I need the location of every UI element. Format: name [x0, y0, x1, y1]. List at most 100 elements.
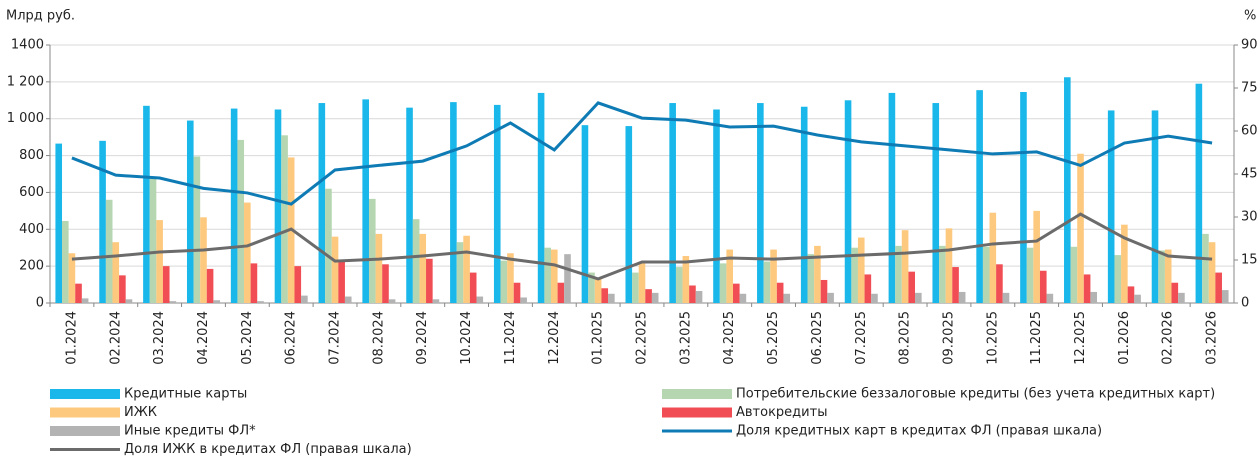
bar — [594, 279, 602, 303]
bar — [888, 92, 896, 304]
bar — [68, 253, 76, 303]
y2-tick-label: 75 — [1241, 81, 1257, 96]
bar — [857, 237, 865, 303]
bar — [456, 242, 464, 303]
bar — [75, 283, 82, 303]
bar — [1039, 270, 1047, 303]
x-tick-label: 11.2025 — [1029, 311, 1044, 365]
x-tick-label: 05.2025 — [766, 311, 781, 365]
x-tick-label: 10.2025 — [985, 311, 1000, 365]
bar — [156, 220, 163, 303]
x-tick-label: 01.2026 — [1117, 311, 1132, 365]
x-tick-label: 06.2025 — [810, 311, 825, 365]
bar — [81, 298, 89, 303]
x-tick-label: 10.2024 — [459, 311, 474, 365]
bar — [908, 271, 916, 303]
bar — [1202, 233, 1209, 303]
bar — [996, 264, 1003, 303]
y2-axis-label: % — [1244, 9, 1256, 24]
legend-label: Потребительские беззалоговые кредиты (бе… — [736, 387, 1215, 402]
bar — [638, 263, 646, 303]
legend-label: Доля ИЖК в кредитах ФЛ (правая шкала) — [124, 442, 412, 457]
bar — [125, 299, 133, 303]
bar — [143, 105, 150, 303]
y-tick-label: 200 — [19, 259, 44, 274]
bar — [713, 109, 720, 303]
bar — [550, 249, 558, 303]
bar — [871, 293, 878, 303]
bar — [493, 104, 501, 304]
bar — [1121, 224, 1128, 303]
y-tick-label: 1400 — [11, 38, 44, 53]
bar — [645, 289, 652, 303]
x-tick-label: 07.2025 — [854, 311, 869, 365]
bar — [213, 300, 220, 303]
bar — [1026, 247, 1034, 303]
bar — [544, 247, 551, 303]
legend-swatch — [50, 389, 120, 399]
line — [71, 212, 1213, 281]
bar — [682, 256, 690, 303]
bar — [1178, 292, 1185, 303]
legend-swatch — [50, 407, 120, 418]
bar — [1114, 255, 1122, 303]
x-tick-label: 08.2024 — [371, 311, 386, 365]
y-tick-label: 800 — [19, 148, 44, 163]
bar — [344, 296, 352, 303]
bar — [406, 107, 413, 304]
bar — [237, 139, 245, 303]
x-tick-label: 11.2024 — [503, 311, 518, 365]
bar — [1046, 293, 1054, 303]
legend-swatch — [50, 426, 120, 436]
bar — [230, 108, 238, 303]
bar — [651, 292, 659, 303]
x-tick-label: 09.2025 — [941, 311, 956, 365]
bar — [776, 282, 784, 303]
y-tick-label: 1 000 — [7, 111, 44, 126]
bar — [1134, 294, 1141, 303]
bar — [989, 212, 997, 303]
x-tick-label: 03.2026 — [1205, 311, 1220, 365]
bar — [55, 143, 63, 303]
bar — [1164, 249, 1172, 303]
line — [71, 101, 1213, 206]
bar — [939, 245, 946, 303]
bar — [739, 293, 747, 303]
legend-swatch — [662, 407, 732, 418]
bar — [1064, 77, 1071, 303]
y2-tick-label: 15 — [1241, 253, 1257, 268]
bar — [112, 242, 120, 303]
bar — [200, 217, 207, 303]
bar — [827, 292, 834, 303]
bar — [1208, 242, 1216, 303]
bar — [632, 272, 639, 303]
y2-tick-label: 0 — [1241, 296, 1249, 311]
bar — [770, 249, 777, 303]
legend-label: Иные кредиты ФЛ* — [124, 424, 256, 439]
bar — [450, 102, 457, 303]
bar — [1158, 250, 1165, 303]
bar — [557, 282, 565, 303]
x-tick-label: 12.2024 — [547, 311, 562, 365]
bar — [432, 299, 440, 303]
bar — [325, 188, 332, 303]
bar — [675, 267, 683, 303]
bar — [757, 103, 764, 303]
bar — [733, 283, 740, 303]
bar — [669, 103, 676, 303]
bar — [1077, 153, 1084, 303]
y-tick-label: 400 — [19, 222, 44, 237]
bar — [463, 235, 470, 303]
x-tick-label: 04.2025 — [722, 311, 737, 365]
bar — [537, 92, 545, 304]
bar — [807, 254, 815, 303]
bar — [105, 199, 113, 303]
legend-label: ИЖК — [124, 405, 157, 420]
bar — [1127, 286, 1135, 303]
bar — [982, 246, 990, 303]
bar — [895, 245, 902, 303]
bar — [814, 245, 821, 303]
y-axis-label: Млрд руб. — [6, 9, 75, 24]
bar — [1083, 274, 1091, 303]
bar — [169, 301, 177, 303]
